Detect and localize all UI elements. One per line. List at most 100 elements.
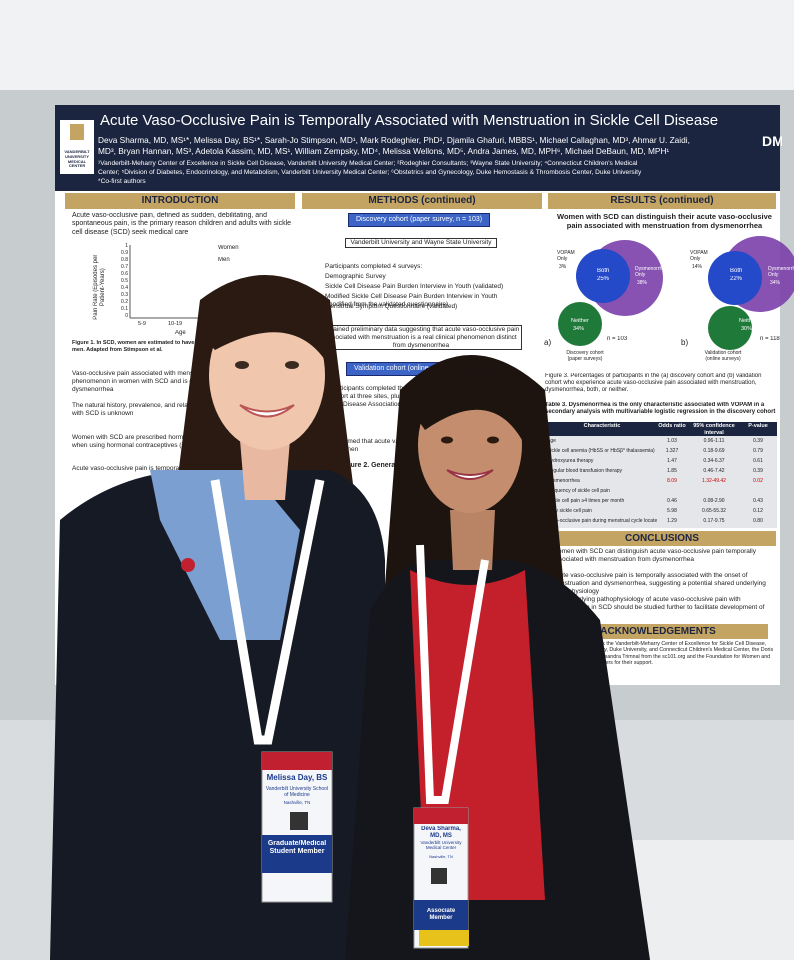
ribbon [419,930,469,946]
table-cell: 0.79 [753,448,763,454]
table-cell: 0.02 [753,478,763,484]
venn-circle [708,251,762,305]
poster-title: Acute Vaso-Occlusive Pain is Temporally … [100,112,719,129]
venn-b [708,236,794,350]
intro-hypothesis: Acute vaso-occlusive pain is temporally … [72,465,272,472]
venn-label: 3% [559,264,567,270]
badge-city: Nashville, TN [283,800,311,805]
table-header: 95% confidence interval [693,423,735,436]
venn-panel: b) [681,338,689,347]
venn-label: 30% [741,326,753,332]
venn-label: Neither [739,318,757,324]
logo-shield [70,124,84,140]
venn-label: 14% [692,264,703,270]
table-cell: 1.03 [667,438,677,444]
table-cell: 1.85 [667,468,677,474]
badge-band [262,835,332,873]
table-cell: 0.12 [753,508,763,514]
venn-label: Both [730,268,743,274]
wall-top [0,0,794,90]
x-tick-label: 10-19 [168,321,183,327]
table-cell: 0.08-2.90 [703,498,725,504]
table-cell: 1.47 [667,458,677,464]
affiliation-line: Center; ⁵Division of Diabetes, Endocrino… [98,169,642,176]
venn-label: 34% [770,280,781,286]
table-cell: Vaso-occlusive pain during menstrual cyc… [547,518,657,524]
logo-text: VANDERBILT UNIVERSITY MEDICAL CENTER [64,150,90,169]
badge-org: Vanderbilt University School of Medicine [265,786,329,798]
author-line: MD³, Bryan Hannan, MS³, Adetola Kassim, … [98,147,670,156]
badge-type: Graduate/Medical Student Member [267,840,327,856]
table-cell: 0.46 [667,498,677,504]
badge-org: Vanderbilt University Medical Center [420,840,462,851]
y-tick-label: 0.9 [121,250,128,256]
table-cell: 0.80 [753,518,763,524]
results-heading: Women with SCD can distinguish their acu… [557,212,772,230]
table-cell: 0.61 [753,458,763,464]
table-caption: Table 3. Dysmenorrhea is the only charac… [545,402,776,416]
survey-item: Sickle Cell Disease Pain Burden Intervie… [325,283,504,290]
qr-code [431,868,447,884]
table-header: Characteristic [583,423,621,429]
survey-item: Participants completed 4 surveys: [325,263,423,270]
x-axis-label: Age [175,330,186,336]
venn-label: 25% [597,276,610,282]
intro-bullet: The natural history, prevalence, and rel… [72,402,291,417]
y-tick-label: 0.7 [121,264,128,270]
table-cell: 0.46-7.42 [703,468,725,474]
survey-item: Modified Sickle Cell Disease Pain Burden… [325,293,498,308]
table-cell: 1.327 [665,448,679,454]
table-cell: 5.98 [667,508,677,514]
section-header: RESULTS (continued) [548,193,776,209]
badge-name: Melissa Day, BS [266,773,328,782]
badge-type: Associate Member [426,908,456,922]
y-tick-label: 0.6 [121,271,128,277]
y-tick-label: 0.8 [121,257,128,263]
venn-label: Dysmenorrhea Only [768,266,794,278]
venn-cohort: Validation cohort (online surveys) [704,350,742,362]
table-cell: 0.65-55.32 [702,508,726,514]
figure-caption: Figure 3. Percentages of participants in… [545,373,762,394]
y-tick-label: 0 [125,313,128,319]
flow-box: Discovery cohort (paper survey, n = 103) [348,213,490,227]
table-cell: 8.09 [667,478,677,484]
venn-label: VOPAM Only [557,250,575,262]
x-tick-label: 5-9 [138,321,146,327]
venn-n: n = 118 [760,336,780,342]
table-cell: 1.32-49.42 [702,478,726,484]
y-tick-label: 0.2 [121,299,128,305]
table-cell: 0.96-1.11 [703,438,725,444]
venn-label: 34% [573,326,585,332]
table-cell: Regular blood transfusion therapy [547,468,623,474]
survey-item: Menstrual Symptom Questionnaire (validat… [325,303,458,310]
venn-circle [708,306,752,350]
table-cell: Sickle cell anemia (HbSS or HbSβ⁰ thalas… [547,448,655,454]
intro-bullet: Vaso-occlusive pain associated with mens… [72,370,293,393]
table-cell: 0.43 [753,498,763,504]
affiliation-line: ¹Vanderbilt-Meharry Center of Excellence… [98,160,638,167]
y-tick-label: 0.5 [121,278,128,284]
venn-label: 22% [730,276,743,282]
section-header: METHODS (continued) [302,193,542,209]
table-cell: Dysmenorrhea [547,478,580,484]
table-cell: 0.34-6.37 [703,458,725,464]
survey-item: Demographic Survey [325,273,386,280]
table-cell: Daily sickle cell pain [547,508,592,514]
figure-caption: Figure 2. General study design [340,462,443,469]
y-tick-label: 0.4 [121,285,128,291]
person-right [345,355,650,960]
y-tick-label: 1 [125,243,128,249]
person-left [50,275,385,960]
y-tick-label: 0.1 [121,306,128,312]
badge-band [262,752,332,770]
table-cell: Hydroxyurea therapy [547,458,594,464]
venn-n: n = 103 [607,336,628,342]
badge-band [414,808,468,824]
right-logo: DM [762,133,782,149]
table-cell: 0.39 [753,468,763,474]
flow-box: Vanderbilt University and Wayne State Un… [345,238,497,248]
badge-name: Deva Sharma, MD, MS [421,826,461,840]
venn-panel: a) [544,338,552,347]
table-cell: 0.18-9.69 [703,448,725,454]
